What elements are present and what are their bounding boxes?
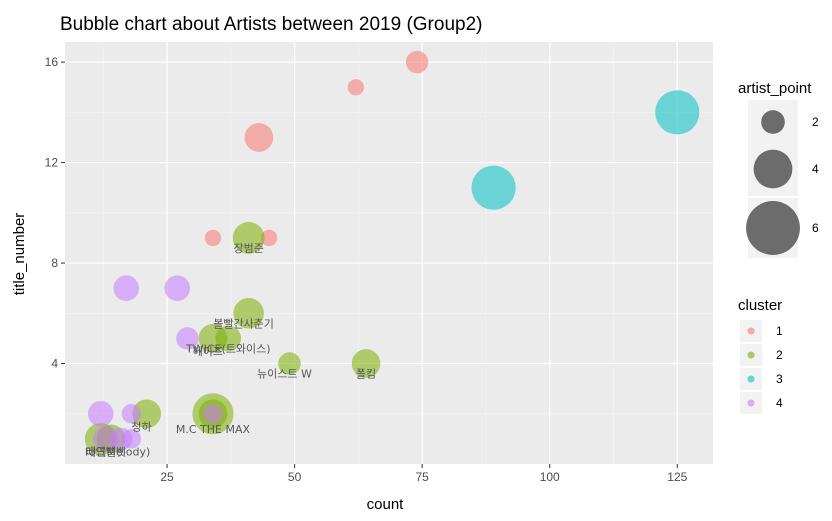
x-tick-label: 25 bbox=[160, 470, 174, 484]
plot-panel bbox=[65, 42, 713, 464]
bubble-point bbox=[351, 349, 381, 378]
grid-minor bbox=[65, 42, 713, 464]
legend-size-key bbox=[761, 110, 785, 134]
legend-cluster-label: 2 bbox=[776, 348, 783, 362]
point-label: M.C THE MAX bbox=[176, 423, 251, 436]
bubble-point bbox=[232, 222, 265, 254]
bubble-point bbox=[121, 404, 142, 424]
bubble-point bbox=[233, 298, 264, 329]
y-tick-label: 16 bbox=[45, 55, 59, 69]
bubble-point bbox=[244, 123, 274, 152]
bubble-layer bbox=[84, 50, 700, 455]
bubble-point bbox=[132, 399, 161, 429]
point-label: 볼빨간사춘기 bbox=[213, 317, 274, 330]
y-tick-label: 4 bbox=[51, 357, 58, 371]
point-label: (Melody) bbox=[102, 445, 150, 458]
legend-size-title: artist_point bbox=[738, 80, 812, 97]
y-tick-label: 12 bbox=[45, 156, 59, 170]
x-axis: 25 50 75 100 125 bbox=[160, 464, 688, 484]
bubble-point bbox=[203, 404, 223, 424]
x-tick-label: 50 bbox=[288, 470, 302, 484]
point-label: 청하 bbox=[131, 419, 151, 433]
legend-cluster-label: 1 bbox=[776, 324, 783, 338]
legend-size-key bbox=[746, 201, 800, 255]
x-tick-label: 125 bbox=[667, 470, 687, 484]
point-label: 폴킴 bbox=[356, 368, 376, 381]
legend-size-label: 4 bbox=[812, 162, 819, 176]
bubble-point bbox=[260, 229, 278, 247]
legend-size-key bbox=[753, 149, 793, 189]
legend-cluster-key bbox=[747, 375, 755, 383]
bubble-point bbox=[215, 325, 242, 352]
legend-cluster-key bbox=[747, 351, 755, 359]
chart-title: Bubble chart about Artists between 2019 … bbox=[60, 14, 482, 35]
point-label: 태연 bbox=[85, 445, 105, 458]
bubble-point bbox=[113, 275, 140, 301]
bubble-point bbox=[164, 275, 191, 301]
bubble-point bbox=[655, 90, 700, 135]
grid-major bbox=[65, 42, 713, 464]
y-tick-label: 8 bbox=[51, 256, 58, 270]
bubble-point bbox=[204, 229, 222, 247]
bubble-point bbox=[176, 327, 199, 350]
x-tick-label: 100 bbox=[540, 470, 560, 484]
bubble-point bbox=[121, 429, 142, 449]
legend-cluster-label: 3 bbox=[776, 372, 783, 386]
x-axis-title: count bbox=[367, 496, 405, 513]
bubble-point bbox=[87, 400, 114, 427]
bubble-point bbox=[347, 79, 364, 96]
legend-cluster-key bbox=[747, 399, 755, 407]
x-tick-label: 75 bbox=[415, 470, 429, 484]
legend-size-label: 6 bbox=[812, 221, 819, 235]
point-label: 헤이즈 bbox=[193, 345, 223, 358]
point-label: TWICE(트와이스) bbox=[185, 342, 271, 355]
y-axis: 4 8 12 16 bbox=[45, 55, 65, 371]
y-axis-title: title_number bbox=[11, 213, 28, 296]
legend-cluster: cluster 1 2 3 4 bbox=[738, 297, 783, 414]
bubble-point bbox=[278, 352, 301, 375]
point-label: 뉴이스트 W bbox=[257, 368, 312, 381]
legend-size-label: 2 bbox=[812, 115, 819, 129]
legend-cluster-key bbox=[747, 327, 755, 335]
legend-cluster-label: 4 bbox=[776, 396, 783, 410]
point-label: 장범준 bbox=[233, 242, 263, 255]
legend-size: artist_point 2 4 6 bbox=[738, 80, 819, 258]
point-label: 레드벨벳 bbox=[86, 445, 126, 458]
bubble-point bbox=[405, 50, 429, 74]
legend-cluster-title: cluster bbox=[738, 297, 782, 314]
point-label: IU bbox=[85, 445, 96, 458]
bubble-point bbox=[471, 165, 516, 210]
